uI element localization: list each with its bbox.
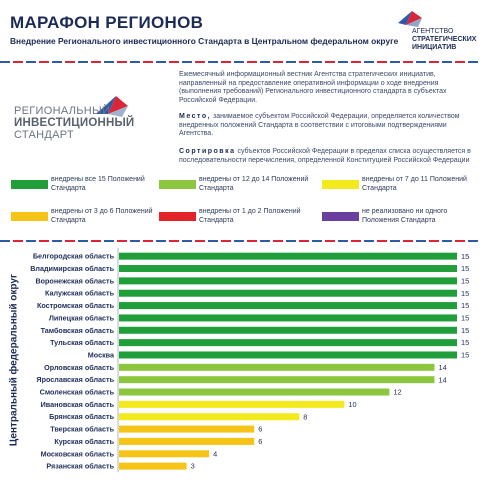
legend-swatch	[11, 180, 48, 189]
bar	[119, 388, 390, 396]
asi-logo-line3: ИНИЦИАТИВ	[412, 44, 457, 51]
standard-logo-line2: ИНВЕСТИЦИОННЫЙ	[14, 117, 135, 129]
legend-swatch	[159, 212, 196, 221]
value-label: 15	[461, 351, 469, 360]
legend-swatch	[11, 212, 48, 221]
standard-logo: РЕГИОНАЛЬНЫЙ ИНВЕСТИЦИОННЫЙ СТАНДАРТ	[14, 92, 164, 162]
bar	[119, 277, 457, 285]
bar	[119, 252, 457, 260]
category-label: Костромская область	[37, 301, 115, 310]
value-label: 15	[461, 338, 469, 347]
value-label: 15	[461, 276, 469, 285]
category-label: Калужская область	[45, 289, 115, 298]
bar	[119, 376, 435, 384]
decorative-band-top	[0, 61, 480, 63]
category-label: Брянская область	[49, 412, 115, 421]
category-label: Белгородская область	[33, 252, 115, 261]
legend-label: внедрены от 12 до 14 Положений Стандарта	[199, 176, 309, 192]
bar	[119, 413, 300, 421]
value-label: 15	[461, 289, 469, 298]
legend-item: внедрены от 7 до 11 Положений Стандарта	[322, 175, 477, 201]
bar	[119, 400, 345, 408]
legend-label: внедрены все 15 Положений Стандарта	[51, 176, 145, 192]
page-subtitle: Внедрение Регионального инвестиционного …	[10, 36, 399, 46]
legend-label: внедрены от 1 до 2 Положений Стандарта	[199, 208, 301, 224]
legend-label: не реализовано ни одного Положения Станд…	[362, 208, 448, 224]
value-label: 6	[258, 437, 262, 446]
legend-label: внедрены от 7 до 11 Положений Стандарта	[362, 176, 467, 192]
value-label: 15	[461, 326, 469, 335]
category-label: Орловская область	[44, 363, 114, 372]
value-label: 15	[461, 264, 469, 273]
value-label: 6	[258, 425, 262, 434]
category-label: Рязанская область	[46, 462, 114, 471]
bar	[119, 289, 457, 297]
legend-label: внедрены от 3 до 6 Положений Стандарта	[51, 208, 153, 224]
bar	[119, 326, 457, 334]
bar	[119, 425, 255, 433]
description-intro: Ежемесячный информационный вестник Агент…	[179, 71, 447, 104]
bar	[119, 450, 210, 458]
legend-swatch	[322, 212, 359, 221]
value-label: 15	[461, 252, 469, 261]
bar	[119, 363, 435, 371]
description-sort-text: субъектов Российской Федерации в предела…	[179, 148, 471, 164]
category-label: Владимирская область	[30, 264, 114, 273]
bar	[119, 265, 457, 273]
category-label: Тверская область	[50, 425, 114, 434]
category-label: Ивановская область	[41, 400, 115, 409]
description-sort-keyword: Сортировка	[179, 148, 236, 155]
asi-logo-line2: СТРАТЕГИЧЕСКИХ	[412, 36, 477, 43]
bar	[119, 351, 457, 359]
value-label: 12	[393, 388, 401, 397]
category-label: Ярославская область	[36, 375, 114, 384]
legend-item: внедрены все 15 Положений Стандарта	[11, 175, 161, 201]
legend-item: внедрены от 3 до 6 Положений Стандарта	[11, 207, 161, 233]
bar	[119, 302, 457, 310]
value-label: 14	[438, 363, 446, 372]
bar	[119, 462, 187, 470]
value-label: 4	[213, 449, 217, 458]
asi-logo: АГЕНТСТВО СТРАТЕГИЧЕСКИХ ИНИЦИАТИВ	[392, 9, 476, 55]
page-title: МАРАФОН РЕГИОНОВ	[10, 13, 204, 32]
standard-arrow-icon	[96, 96, 128, 117]
value-label: 10	[348, 400, 356, 409]
category-label: Тульская область	[50, 338, 115, 347]
description-place-text: занимаемое субъектом Российской Федераци…	[179, 113, 460, 137]
description-sort: Сортировка субъектов Российской Федераци…	[179, 148, 475, 165]
category-label: Москва	[88, 350, 115, 359]
standard-logo-line3: СТАНДАРТ	[14, 129, 74, 141]
decorative-band-bottom	[0, 240, 480, 242]
description-place-keyword: Место,	[179, 113, 212, 120]
category-label: Курская область	[54, 437, 114, 446]
value-label: 8	[303, 412, 307, 421]
value-label: 14	[438, 375, 446, 384]
category-label: Воронежская область	[35, 276, 114, 285]
category-label: Московская область	[41, 449, 115, 458]
standard-logo-line1: РЕГИОНАЛЬНЫЙ	[14, 105, 111, 117]
legend-item: внедрены от 1 до 2 Положений Стандарта	[159, 207, 324, 233]
category-label: Тамбовская область	[41, 326, 115, 335]
asi-flag-icon	[398, 11, 422, 27]
bar	[119, 314, 457, 322]
value-label: 3	[191, 462, 195, 471]
legend-swatch	[159, 180, 196, 189]
legend-swatch	[322, 180, 359, 189]
value-label: 15	[461, 301, 469, 310]
bar	[119, 437, 255, 445]
description-place: Место, занимаемое субъектом Российской Ф…	[179, 113, 475, 139]
asi-logo-line1: АГЕНТСТВО	[412, 28, 454, 35]
legend-item: внедрены от 12 до 14 Положений Стандарта	[159, 175, 324, 201]
category-label: Смоленская область	[40, 388, 115, 397]
category-label: Липецкая область	[49, 313, 115, 322]
bar	[119, 339, 457, 347]
value-label: 15	[461, 314, 469, 323]
legend-item: не реализовано ни одного Положения Станд…	[322, 207, 477, 233]
